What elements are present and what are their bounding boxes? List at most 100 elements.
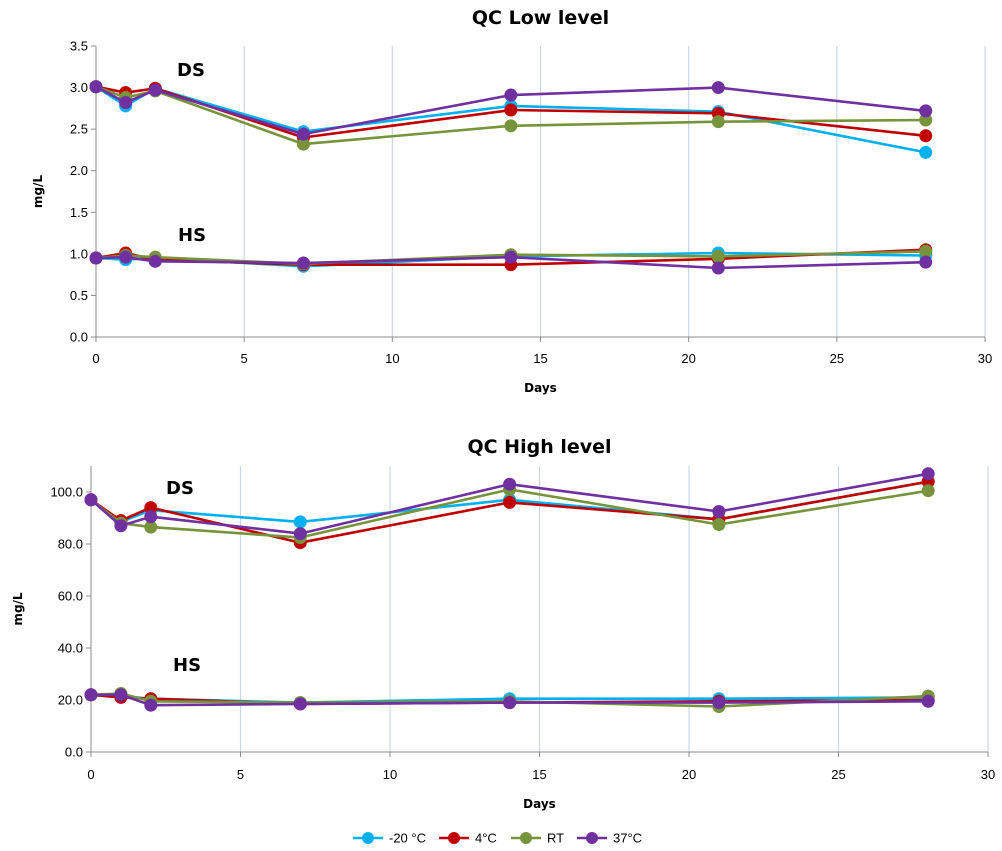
group-label-ds: DS xyxy=(177,60,205,81)
series-ds-37-c xyxy=(89,80,933,141)
x-tick-label: 10 xyxy=(383,767,397,782)
legend-marker xyxy=(520,832,532,844)
data-point xyxy=(89,80,103,94)
series-ds-37-c xyxy=(84,467,935,541)
chart-low-level: 0.0 0.5 1.0 1.5 2.0 2.5 3.0 3.5 0 5 10 15 20 25 30 QC L… xyxy=(31,7,992,395)
data-point xyxy=(119,96,133,110)
y-tick-label: 60.0 xyxy=(58,589,83,604)
y-tick-label: 3.5 xyxy=(70,39,88,54)
legend-item-4-c: 4°C xyxy=(439,831,497,846)
data-point xyxy=(144,520,158,534)
x-tick-label: 15 xyxy=(532,767,546,782)
data-point xyxy=(921,694,935,708)
y-tick-label: 3.0 xyxy=(70,80,88,95)
y-tick-label: 80.0 xyxy=(58,537,83,552)
legend-marker xyxy=(448,832,460,844)
data-point xyxy=(711,249,725,263)
data-point xyxy=(921,484,935,498)
data-point xyxy=(919,255,933,269)
data-point xyxy=(144,510,158,524)
data-point xyxy=(296,256,310,270)
data-point xyxy=(711,81,725,95)
data-point xyxy=(921,467,935,481)
data-point xyxy=(503,477,517,491)
legend-item-20-c: -20 °C xyxy=(353,831,426,846)
legend-marker xyxy=(362,832,374,844)
chart-high-level: 0.0 20.0 40.0 60.0 80.0 100.0 0 5 10 15 20 25 30 QC H… xyxy=(11,436,995,811)
group-label-hs: HS xyxy=(173,655,201,676)
x-tick-label: 20 xyxy=(682,767,696,782)
x-tick-label: 25 xyxy=(831,767,845,782)
y-tick-label: 0.5 xyxy=(70,288,88,303)
series-hs-37-c xyxy=(89,250,933,275)
data-point xyxy=(712,505,726,518)
data-point xyxy=(919,104,933,118)
data-point xyxy=(919,129,933,143)
data-point xyxy=(293,697,307,711)
series-hs-37-c xyxy=(84,688,935,712)
data-point xyxy=(144,698,158,712)
x-tick-label: 15 xyxy=(533,351,547,366)
data-point xyxy=(296,127,310,141)
data-point xyxy=(296,137,310,151)
x-tick-label: 20 xyxy=(681,351,695,366)
data-point xyxy=(504,103,518,117)
data-point xyxy=(711,261,725,275)
y-tick-label: 0.0 xyxy=(65,745,83,760)
data-point xyxy=(712,518,726,531)
data-point xyxy=(148,83,162,97)
y-axis-title: mg/L xyxy=(11,592,25,625)
data-point xyxy=(89,251,103,265)
y-tick-label: 1.0 xyxy=(70,246,88,261)
y-axis-title: mg/L xyxy=(31,175,45,208)
x-tick-label: 30 xyxy=(978,351,992,366)
y-tick-label: 40.0 xyxy=(58,641,83,656)
x-tick-label: 5 xyxy=(237,767,244,782)
data-point xyxy=(503,696,517,710)
legend: -20 °C 4°C RT 37°C xyxy=(353,831,642,846)
data-point xyxy=(712,696,726,710)
y-tick-label: 20.0 xyxy=(58,693,83,708)
data-point xyxy=(144,501,158,515)
data-point xyxy=(504,88,518,102)
data-point xyxy=(504,119,518,133)
x-axis-title: Days xyxy=(524,381,557,395)
y-tick-label: 1.5 xyxy=(70,205,88,220)
y-tick-label: 2.0 xyxy=(70,163,88,178)
data-point xyxy=(711,115,725,129)
data-point xyxy=(919,244,933,258)
data-point xyxy=(148,254,162,268)
data-point xyxy=(919,113,933,127)
legend-item-37-c: 37°C xyxy=(577,831,642,846)
legend-label: 4°C xyxy=(475,831,497,846)
data-point xyxy=(293,515,307,529)
data-point xyxy=(919,145,933,159)
x-tick-label: 0 xyxy=(87,767,94,782)
x-tick-label: 10 xyxy=(385,351,399,366)
series-ds-rt xyxy=(84,482,935,544)
legend-label: RT xyxy=(547,831,564,846)
x-tick-label: 0 xyxy=(92,351,99,366)
data-point xyxy=(114,688,128,702)
chart-title: QC High level xyxy=(467,436,611,458)
data-point xyxy=(84,493,98,507)
data-point xyxy=(504,250,518,264)
y-tick-label: 2.5 xyxy=(70,122,88,137)
y-tick-label: 0.0 xyxy=(70,330,88,345)
group-label-hs: HS xyxy=(178,225,206,246)
x-tick-label: 25 xyxy=(830,351,844,366)
group-label-ds: DS xyxy=(166,478,194,499)
legend-label: 37°C xyxy=(613,831,642,846)
data-point xyxy=(503,495,517,509)
legend-item-rt: RT xyxy=(511,831,564,846)
data-point xyxy=(84,688,98,702)
data-point xyxy=(293,527,307,541)
x-tick-label: 5 xyxy=(241,351,248,366)
data-point xyxy=(114,519,128,533)
legend-marker xyxy=(586,832,598,844)
x-axis-title: Days xyxy=(523,797,556,811)
x-tick-label: 30 xyxy=(981,767,995,782)
y-tick-label: 100.0 xyxy=(50,485,83,500)
legend-label: -20 °C xyxy=(389,831,426,846)
